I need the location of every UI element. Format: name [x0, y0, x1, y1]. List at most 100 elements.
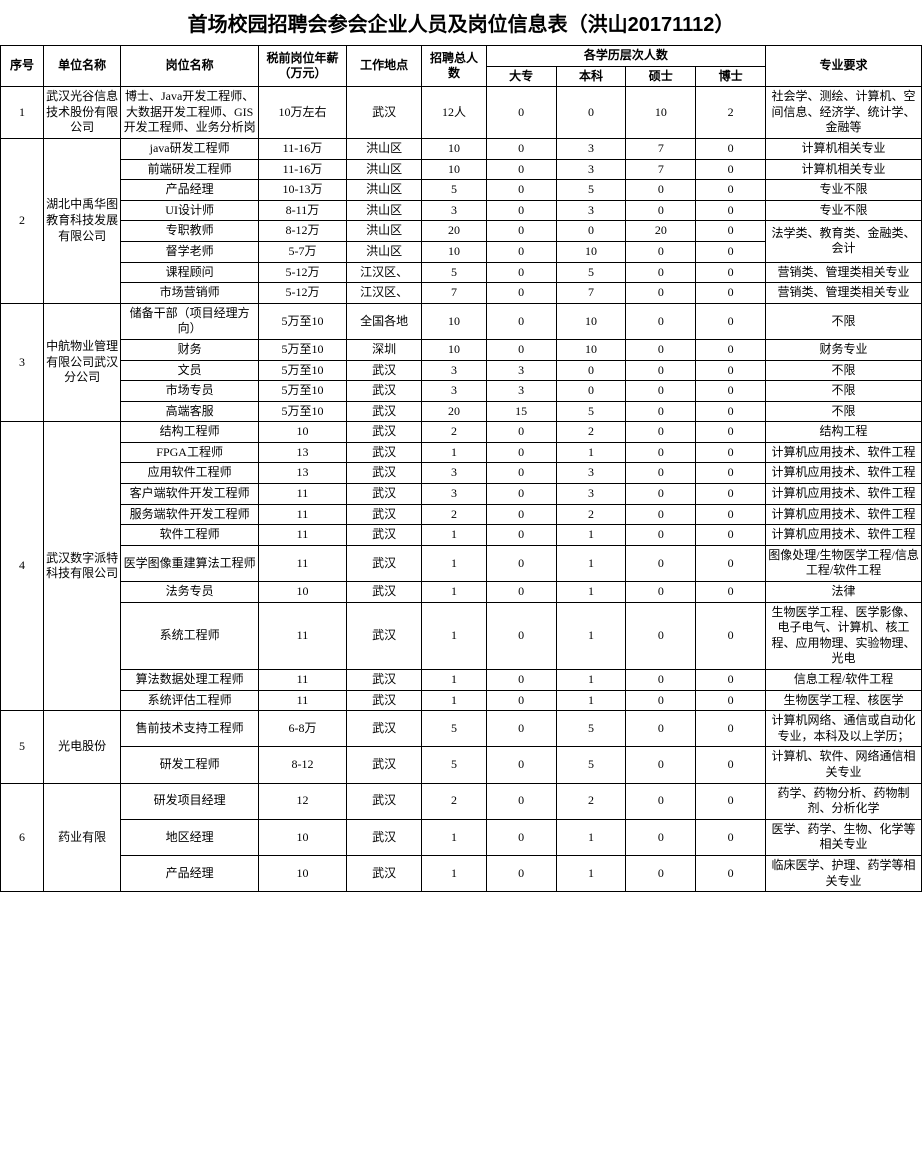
cell-edu2: 1: [556, 442, 626, 463]
cell-edu3: 0: [626, 602, 696, 669]
table-row: 4武汉数字派特科技有限公司结构工程师10武汉20200结构工程: [1, 422, 922, 443]
table-row: 法务专员10武汉10100法律: [1, 582, 922, 603]
cell-location: 武汉: [347, 855, 422, 891]
cell-salary: 8-12万: [258, 221, 346, 242]
cell-edu4: 0: [696, 360, 766, 381]
cell-edu4: 0: [696, 545, 766, 581]
cell-major: 营销类、管理类相关专业: [766, 262, 922, 283]
header-edu3: 硕士: [626, 66, 696, 87]
cell-edu1: 0: [486, 87, 556, 139]
cell-salary: 5-12万: [258, 262, 346, 283]
cell-major: 生物医学工程、核医学: [766, 690, 922, 711]
table-row: 软件工程师11武汉10100计算机应用技术、软件工程: [1, 525, 922, 546]
cell-major: 财务专业: [766, 339, 922, 360]
cell-salary: 5-12万: [258, 283, 346, 304]
cell-major: 计算机应用技术、软件工程: [766, 442, 922, 463]
cell-edu4: 0: [696, 159, 766, 180]
header-salary: 税前岗位年薪（万元）: [258, 46, 346, 87]
cell-position: 博士、Java开发工程师、大数据开发工程师、GIS开发工程师、业务分析岗: [121, 87, 259, 139]
cell-salary: 10-13万: [258, 180, 346, 201]
cell-major: 计算机相关专业: [766, 159, 922, 180]
cell-location: 武汉: [347, 422, 422, 443]
cell-edu1: 0: [486, 442, 556, 463]
cell-total: 2: [422, 504, 486, 525]
cell-edu2: 1: [556, 545, 626, 581]
cell-edu3: 7: [626, 159, 696, 180]
cell-total: 1: [422, 855, 486, 891]
table-row: 6药业有限研发项目经理12武汉20200药学、药物分析、药物制剂、分析化学: [1, 783, 922, 819]
cell-edu2: 3: [556, 159, 626, 180]
cell-edu3: 0: [626, 484, 696, 505]
cell-edu3: 0: [626, 339, 696, 360]
cell-edu4: 0: [696, 484, 766, 505]
table-row: 应用软件工程师13武汉30300计算机应用技术、软件工程: [1, 463, 922, 484]
cell-edu3: 0: [626, 180, 696, 201]
cell-salary: 5万至10: [258, 381, 346, 402]
cell-edu1: 0: [486, 159, 556, 180]
cell-seq: 3: [1, 303, 44, 422]
cell-location: 武汉: [347, 463, 422, 484]
cell-edu1: 0: [486, 783, 556, 819]
cell-total: 1: [422, 582, 486, 603]
cell-edu2: 3: [556, 463, 626, 484]
cell-total: 20: [422, 401, 486, 422]
cell-edu3: 0: [626, 690, 696, 711]
cell-location: 武汉: [347, 442, 422, 463]
cell-location: 洪山区: [347, 221, 422, 242]
cell-location: 洪山区: [347, 241, 422, 262]
cell-major: 临床医学、护理、药学等相关专业: [766, 855, 922, 891]
table-row: 医学图像重建算法工程师11武汉10100图像处理/生物医学工程/信息工程/软件工…: [1, 545, 922, 581]
cell-edu3: 0: [626, 463, 696, 484]
cell-location: 武汉: [347, 783, 422, 819]
cell-position: 系统评估工程师: [121, 690, 259, 711]
cell-edu2: 3: [556, 484, 626, 505]
cell-total: 2: [422, 783, 486, 819]
cell-total: 20: [422, 221, 486, 242]
cell-major: 图像处理/生物医学工程/信息工程/软件工程: [766, 545, 922, 581]
cell-major: 计算机应用技术、软件工程: [766, 484, 922, 505]
cell-major: 计算机网络、通信或自动化专业，本科及以上学历；: [766, 711, 922, 747]
cell-edu1: 0: [486, 180, 556, 201]
cell-edu3: 0: [626, 241, 696, 262]
cell-total: 5: [422, 711, 486, 747]
cell-position: 售前技术支持工程师: [121, 711, 259, 747]
cell-location: 武汉: [347, 525, 422, 546]
cell-total: 10: [422, 303, 486, 339]
cell-location: 全国各地: [347, 303, 422, 339]
cell-position: 课程顾问: [121, 262, 259, 283]
table-row: 课程顾问5-12万江汉区、50500营销类、管理类相关专业: [1, 262, 922, 283]
cell-edu1: 0: [486, 582, 556, 603]
cell-edu1: 3: [486, 381, 556, 402]
cell-position: 财务: [121, 339, 259, 360]
cell-location: 武汉: [347, 401, 422, 422]
table-row: 前端研发工程师11-16万洪山区100370计算机相关专业: [1, 159, 922, 180]
table-body: 1武汉光谷信息技术股份有限公司博士、Java开发工程师、大数据开发工程师、GIS…: [1, 87, 922, 892]
cell-edu2: 1: [556, 819, 626, 855]
cell-edu1: 0: [486, 221, 556, 242]
cell-location: 武汉: [347, 690, 422, 711]
header-seq: 序号: [1, 46, 44, 87]
cell-major: 医学、药学、生物、化学等相关专业: [766, 819, 922, 855]
header-total: 招聘总人数: [422, 46, 486, 87]
cell-major: 不限: [766, 401, 922, 422]
cell-company: 湖北中禹华图教育科技发展有限公司: [43, 138, 120, 303]
cell-position: 结构工程师: [121, 422, 259, 443]
cell-location: 武汉: [347, 747, 422, 783]
cell-edu3: 0: [626, 401, 696, 422]
cell-edu4: 0: [696, 504, 766, 525]
cell-position: 算法数据处理工程师: [121, 670, 259, 691]
cell-edu2: 10: [556, 241, 626, 262]
page-title: 首场校园招聘会参会企业人员及岗位信息表（洪山20171112）: [0, 0, 922, 45]
cell-salary: 12: [258, 783, 346, 819]
cell-edu1: 0: [486, 690, 556, 711]
cell-edu4: 0: [696, 283, 766, 304]
cell-edu2: 1: [556, 582, 626, 603]
cell-edu4: 0: [696, 711, 766, 747]
cell-position: 服务端软件开发工程师: [121, 504, 259, 525]
cell-edu4: 0: [696, 200, 766, 221]
cell-edu1: 3: [486, 360, 556, 381]
cell-edu3: 0: [626, 711, 696, 747]
cell-location: 洪山区: [347, 138, 422, 159]
header-edu1: 大专: [486, 66, 556, 87]
cell-total: 1: [422, 545, 486, 581]
